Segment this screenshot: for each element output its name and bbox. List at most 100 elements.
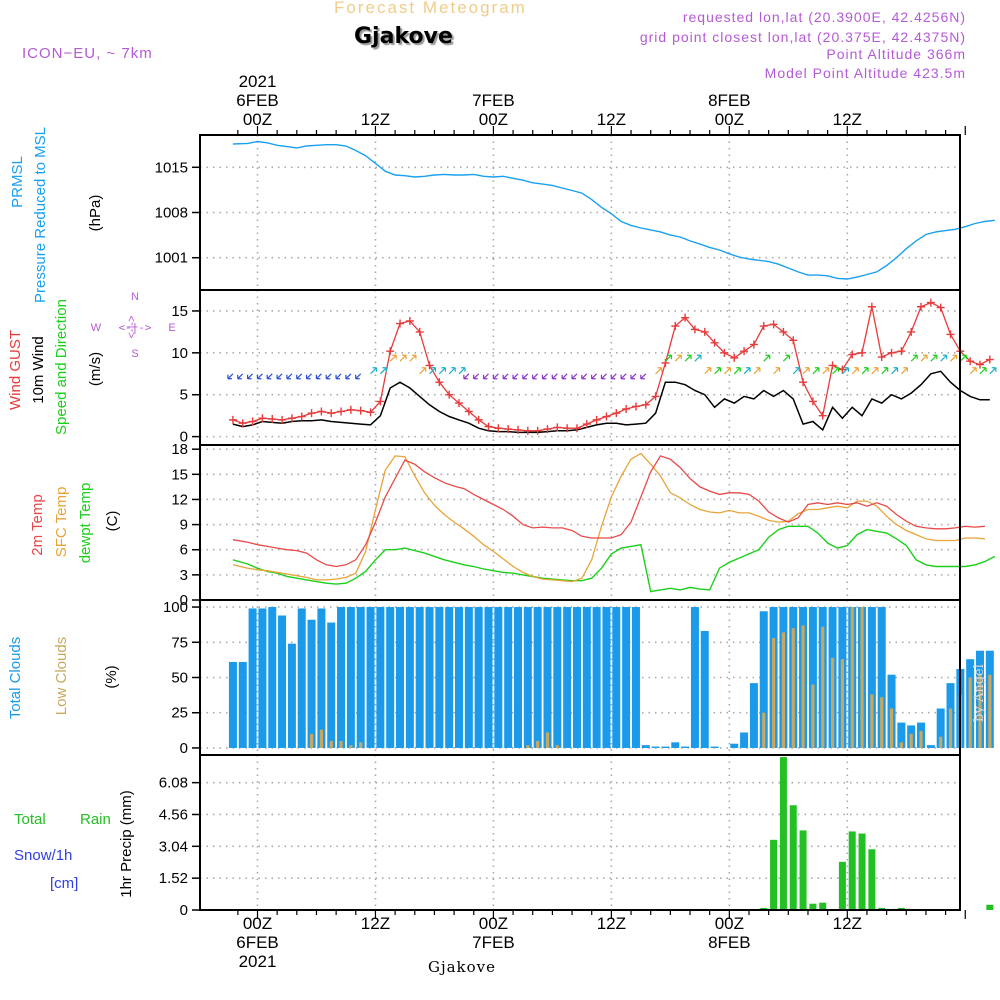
total-cloud-bar [651,746,660,748]
total-cloud-bar [700,631,709,748]
total-cloud-bar [710,746,719,748]
wind-direction-arrow [512,373,519,380]
compass-horizontal: <-|-> [118,321,151,334]
wind-direction-arrow [851,367,859,375]
wind-direction-arrow [581,373,588,380]
precip-bar [986,904,994,910]
low-cloud-bar [889,708,894,748]
wind-direction-arrow [429,367,437,375]
y-tick-label: 3 [180,567,188,584]
gust-marker [848,350,857,359]
gust-marker [671,322,680,331]
low-cloud-bar [840,659,844,748]
gust-marker [700,327,709,336]
low-cloud-bar [978,674,982,748]
precip-bar [868,849,876,910]
gust-marker [248,417,257,426]
gust-marker [553,423,562,432]
total-cloud-bar [759,611,768,748]
total-cloud-bar [396,607,405,748]
point-altitude: Point Altitude 366m [826,46,966,62]
model-altitude: Model Point Altitude 423.5m [764,65,966,81]
y-tick-label: 0 [180,902,188,919]
wind-direction-arrow [355,373,362,380]
gust-marker [966,357,975,366]
compass-e: E [168,322,175,334]
wind-direction-arrow [674,354,682,362]
wind-direction-arrow [753,367,761,375]
precip-bar [878,907,886,910]
precip-bar [897,907,905,910]
gust-marker [622,404,631,413]
wind-direction-arrow [551,373,558,380]
temp-2m-line [232,455,985,568]
low-cloud-bar [850,607,854,748]
low-cloud-bar [771,638,776,748]
pressure-line [232,140,995,280]
total-cloud-bar [936,708,945,748]
wind-direction-arrow [379,367,387,375]
gust-marker [769,320,778,329]
y-tick-label: 12 [171,491,188,508]
precip-bar [819,902,827,910]
wind-direction-arrow [325,373,332,380]
gust-marker [641,400,650,409]
panel-frame [199,444,961,601]
total-cloud-bar [513,607,522,748]
dewpoint-line [232,525,996,593]
wind-direction-arrow [900,367,908,375]
location-title: Gjakove [354,24,453,49]
precip-bar [789,805,797,910]
wind-direction-arrow [370,367,378,375]
wind-direction-arrow [950,354,958,362]
low-cloud-bar [762,712,766,748]
gust-marker [258,414,267,423]
gust-marker [592,415,601,424]
wind-direction-arrow [910,354,918,362]
gust-marker [828,361,837,370]
gust-marker [897,347,906,356]
gust-marker [985,355,994,364]
wind-direction-arrow [979,367,987,375]
wind-direction-arrow [389,354,397,362]
gust-marker [405,317,414,325]
low-cloud-bar [811,684,815,748]
y-tick-label: 6.08 [159,775,188,792]
y-tick-label: 4.56 [159,806,188,823]
gust-marker [740,347,749,356]
temp-unit: (C) [104,511,121,532]
gust-marker [730,353,739,362]
closest-coords: grid point closest lon,lat (20.375E, 42.… [639,29,966,45]
gust-marker [946,330,955,339]
wind-direction-arrow [930,354,938,362]
legend-rain: Rain [80,811,111,828]
wind-direction-arrow [714,367,722,375]
total-cloud-bar [612,607,621,748]
wind-direction-arrow [724,367,732,375]
legend-snow-unit: [cm] [50,875,78,892]
wind-direction-arrow [694,354,702,362]
gust-marker [749,340,758,349]
wind-direction-arrow [227,373,234,380]
wind-direction-arrow [684,354,692,362]
gust-marker [268,415,277,424]
gust-marker [238,419,247,428]
wind-direction-arrow [561,373,568,380]
gust-marker [720,348,729,357]
bottom-time-label: 12Z [597,914,626,933]
precip-bar [809,903,817,910]
total-cloud-bar [533,607,542,748]
low-cloud-bar [821,626,825,748]
total-cloud-bar [307,619,316,748]
gust-marker [425,361,434,370]
chart-title: Forecast Meteogram [334,0,527,17]
gust-marker [917,302,926,311]
gust-marker [445,390,454,399]
gust-marker [710,338,719,347]
wind-direction-arrow [541,373,548,380]
wind-direction-arrow [743,367,751,375]
panel-frame [199,754,961,911]
total-cloud-bar [337,607,346,748]
top-time-label: 00Z [243,110,272,129]
